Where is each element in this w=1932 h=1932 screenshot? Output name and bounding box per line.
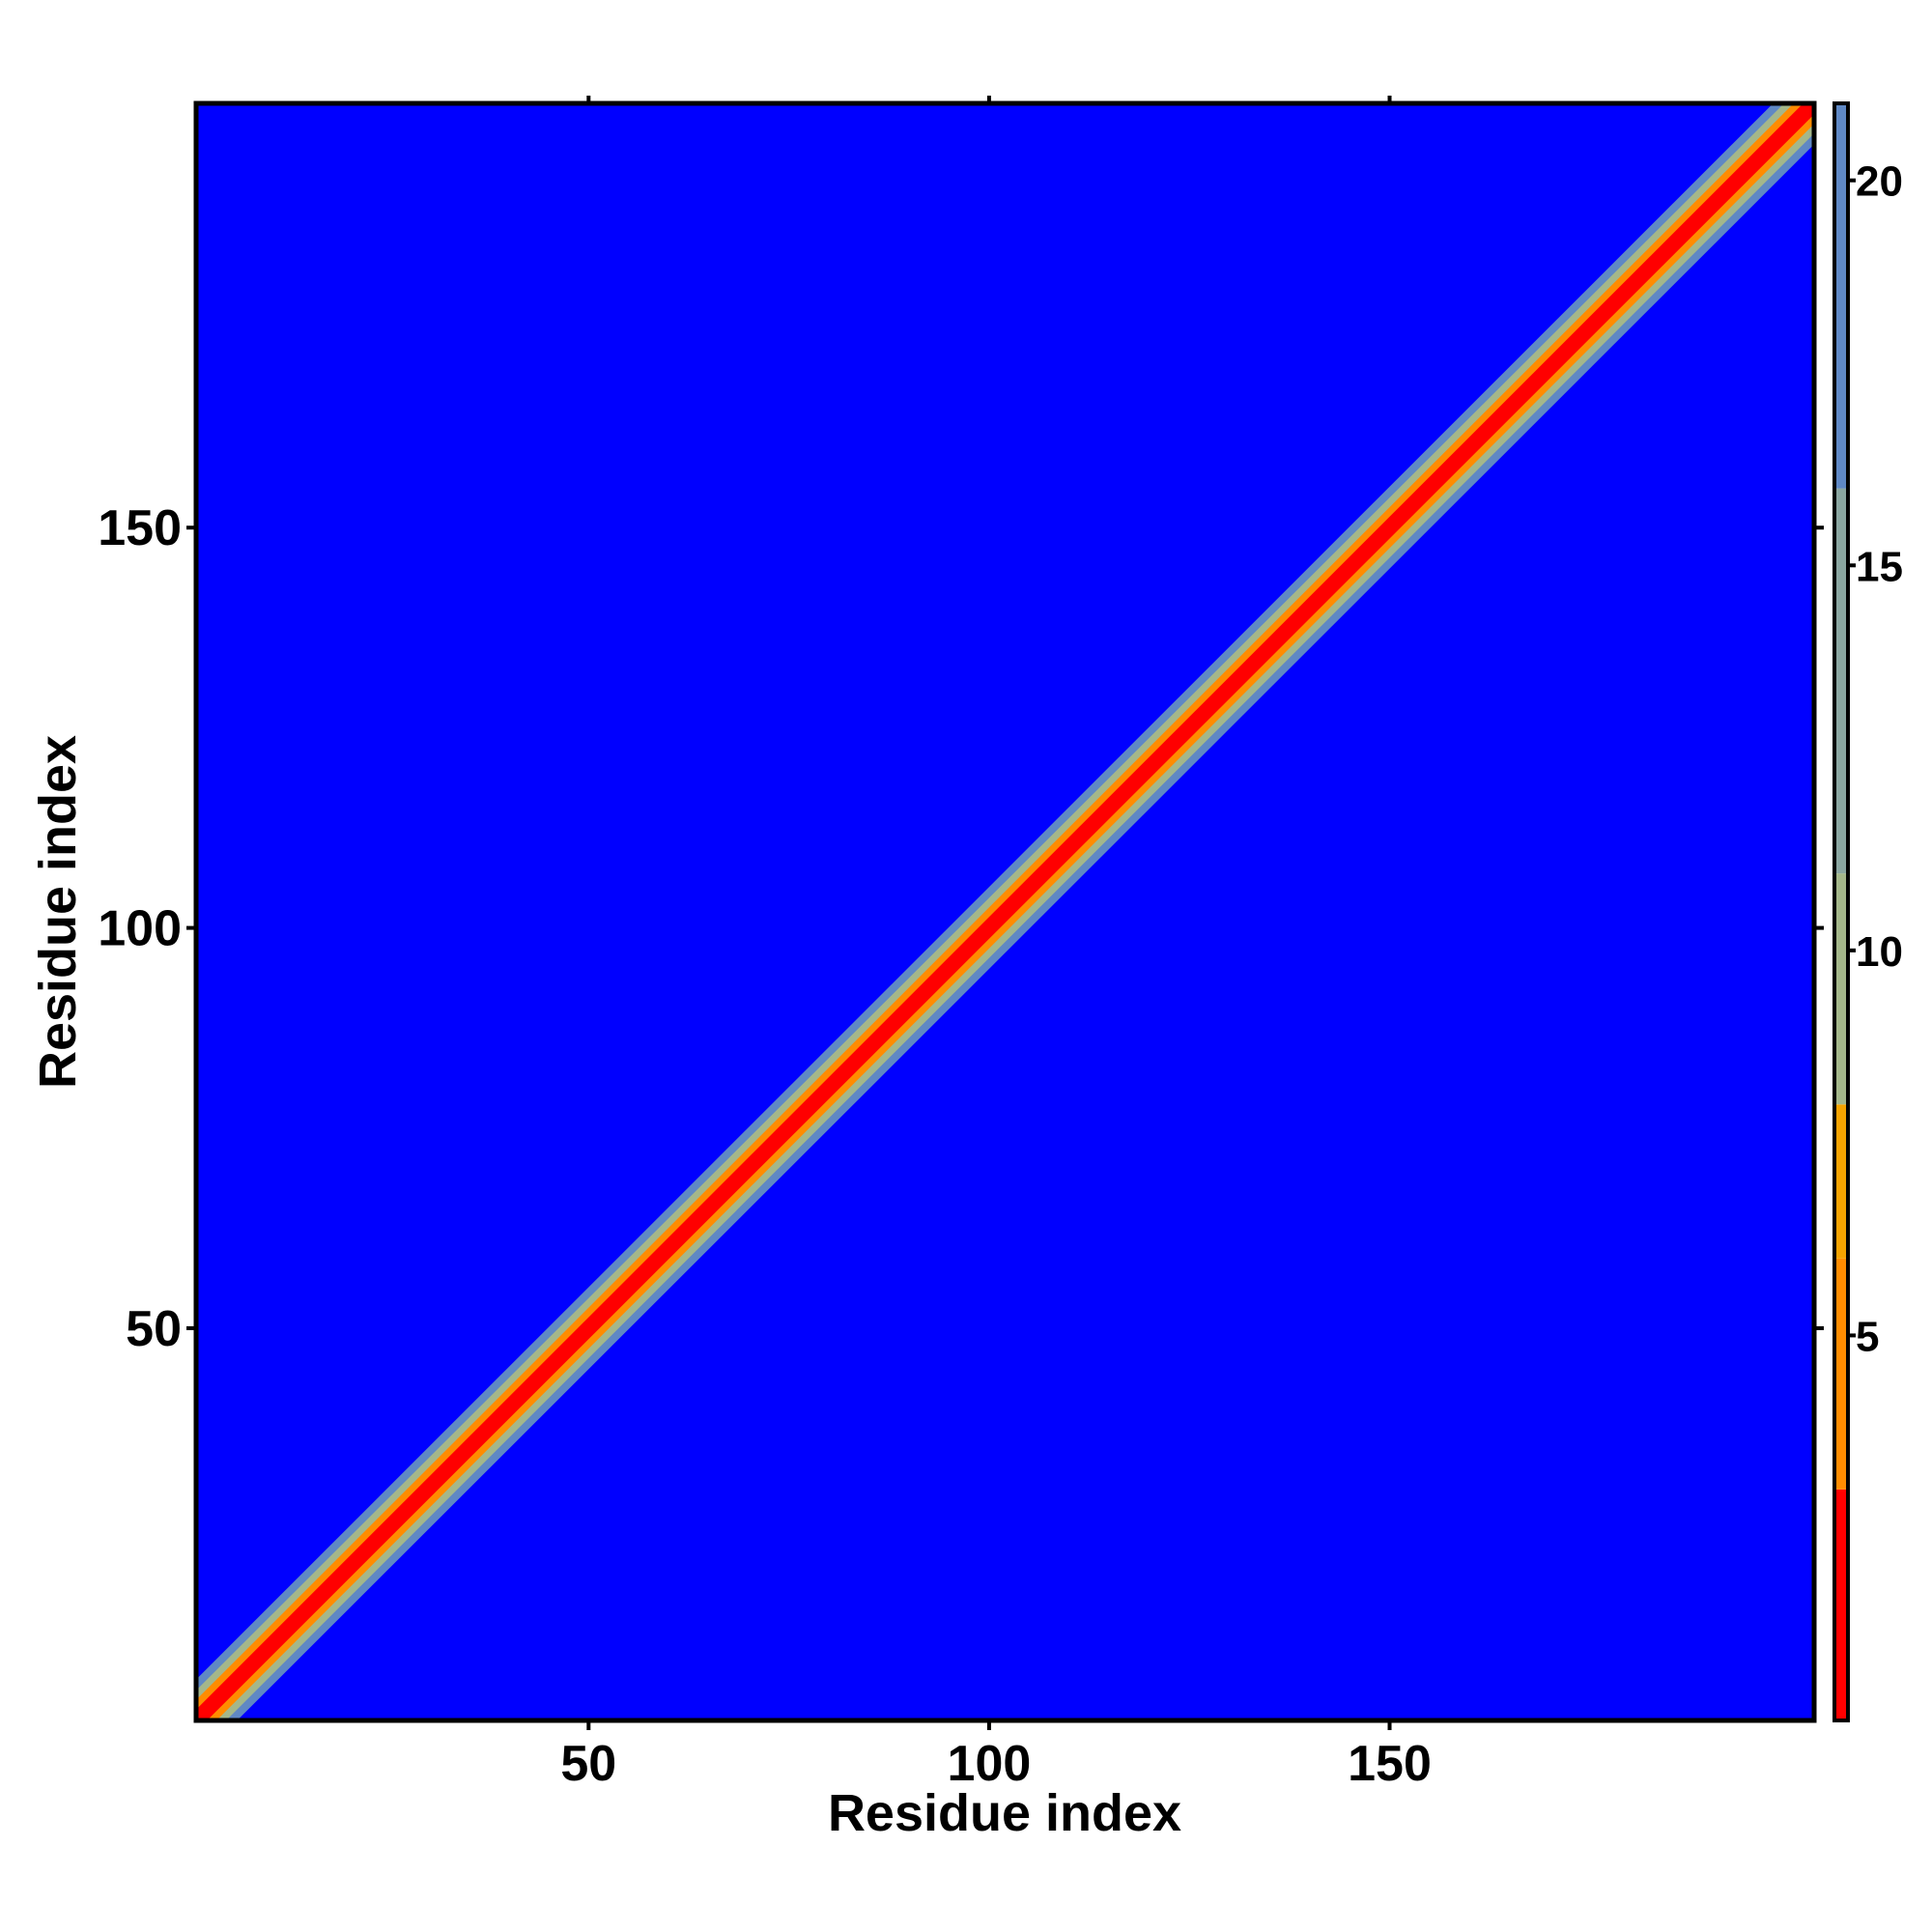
contact-region [388, 303, 669, 728]
y-tick-label: 100 [98, 901, 182, 957]
contact-region [908, 1264, 1054, 1489]
x-tick-label: 100 [948, 1736, 1032, 1792]
colorbar-segment [1834, 1489, 1848, 1720]
colorbar-tick-label: 20 [1856, 158, 1903, 206]
diagonal-shell [196, 103, 1814, 1720]
diagonal-band [196, 103, 1814, 1720]
colorbar: 5 10 15 20 [1833, 101, 1903, 1722]
colorbar-tick-label: 10 [1856, 928, 1903, 976]
contact-region [1189, 968, 1631, 1289]
y-tick-label: 150 [98, 500, 182, 556]
colorbar-segment [1834, 1258, 1848, 1490]
y-axis: 50 100 150 [98, 500, 1824, 1357]
colorbar-segment [1834, 488, 1848, 874]
colorbar-tick-label: 15 [1856, 543, 1903, 590]
x-tick-label: 50 [560, 1736, 616, 1792]
colorbar-segment [1834, 873, 1848, 1105]
colorbar-tick-label: 5 [1856, 1313, 1879, 1360]
plot-layer [196, 103, 1814, 1720]
x-axis-title: Residue index [828, 1784, 1181, 1842]
y-axis-title: Residue index [29, 735, 87, 1089]
x-tick-label: 150 [1348, 1736, 1432, 1792]
colorbar-frame [1833, 101, 1850, 1722]
plot-frame [193, 100, 1817, 1723]
y-tick-label: 50 [126, 1301, 182, 1357]
colorbar-segment [1834, 1104, 1848, 1259]
contact-region [1189, 1264, 1566, 1520]
colorbar-segment [1834, 103, 1848, 489]
x-axis: 50 100 150 [560, 96, 1432, 1792]
contact-region [684, 287, 950, 704]
